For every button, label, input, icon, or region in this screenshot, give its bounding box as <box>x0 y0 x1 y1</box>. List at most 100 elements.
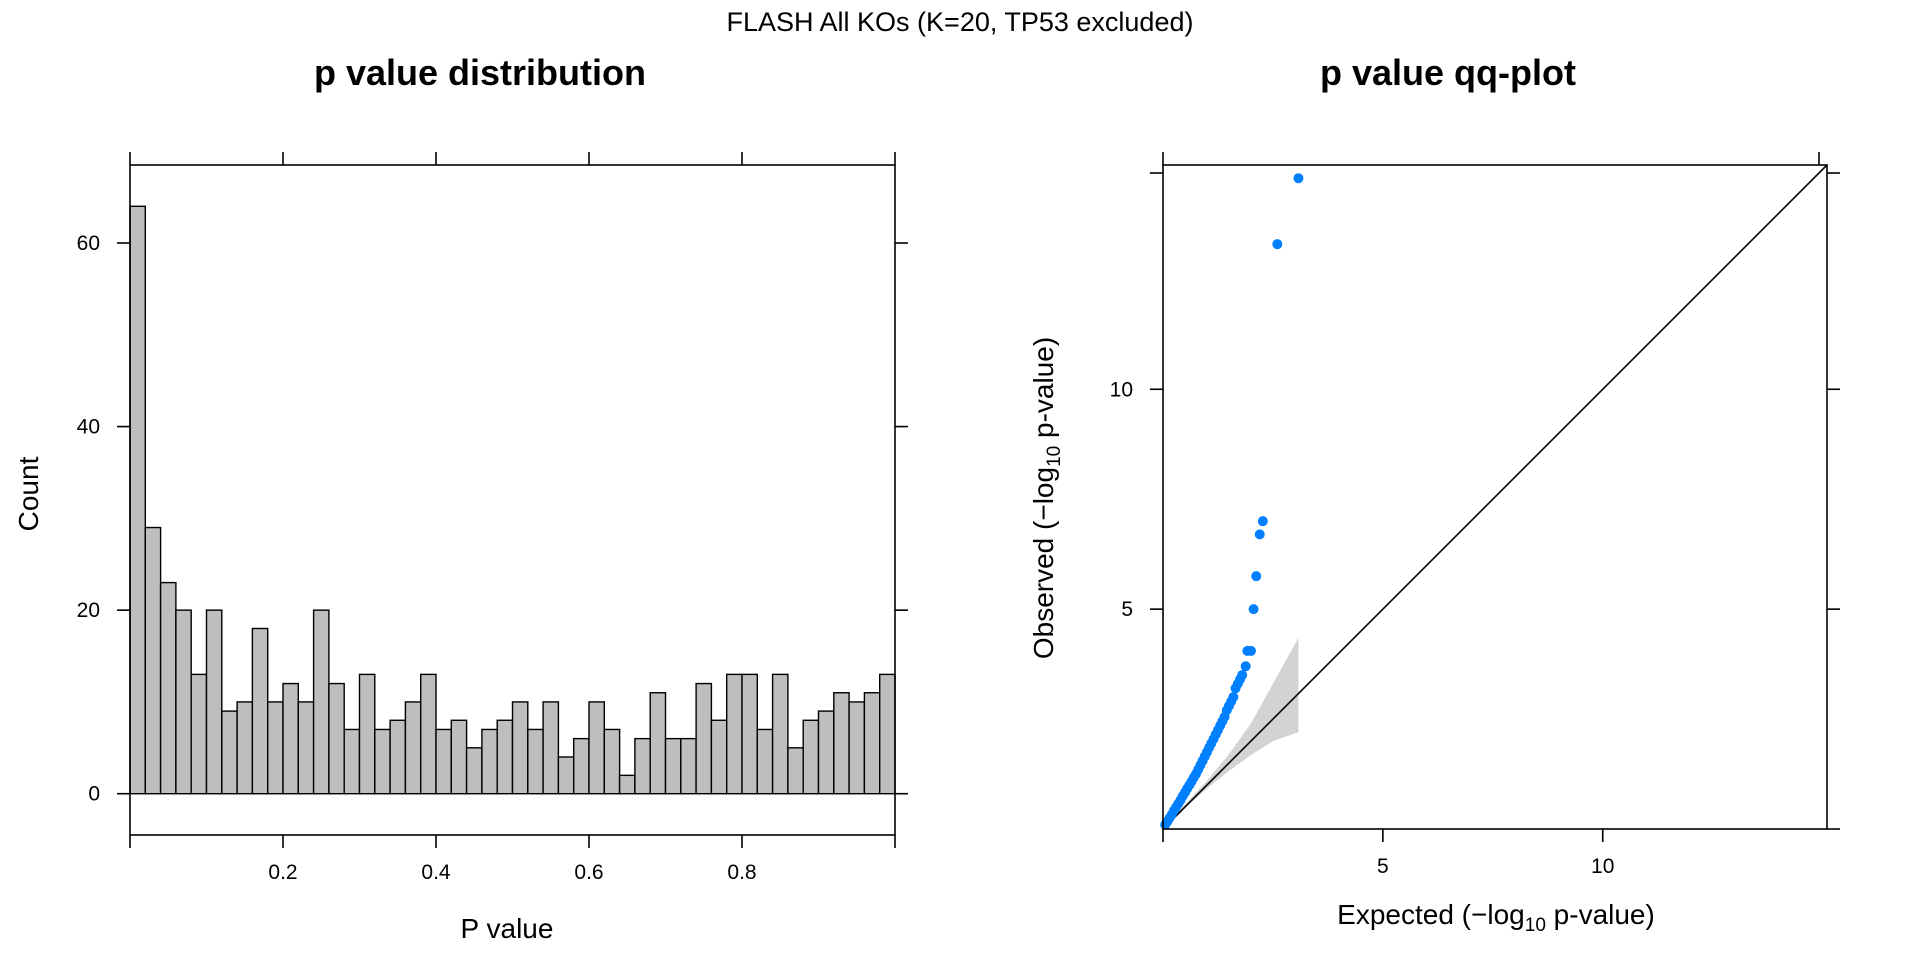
histogram-frame <box>129 164 896 836</box>
histogram-bar <box>741 673 759 795</box>
histogram-bar <box>328 682 345 795</box>
histogram-ticks: 0.2 0.4 0.6 0.8 0 20 40 60 <box>77 152 908 884</box>
histogram-bar <box>450 719 468 795</box>
histogram-bar <box>664 737 682 795</box>
histogram-bar <box>817 710 835 795</box>
histogram-bar <box>267 701 284 795</box>
histogram-bar <box>726 673 743 795</box>
histogram-bar <box>404 701 422 795</box>
histogram-bar <box>465 747 483 795</box>
histogram-bar <box>343 728 361 795</box>
qq-point <box>1272 239 1283 250</box>
histogram-bar <box>389 719 407 795</box>
histogram-bar <box>802 719 820 795</box>
histogram-bar <box>297 701 315 795</box>
qq-reference-line <box>1162 164 1828 830</box>
qq-y-label-log: log <box>1028 467 1059 504</box>
qq-x-label-prefix: Expected ( <box>1337 899 1472 930</box>
histogram-bar <box>573 737 590 795</box>
qq-point <box>1251 571 1262 582</box>
histogram-bar <box>710 719 728 795</box>
histogram-bar <box>618 774 636 795</box>
histogram-bar <box>833 692 850 795</box>
qq-x-tick-label: 10 <box>1591 855 1614 878</box>
qq-point <box>1237 670 1248 681</box>
qq-point <box>1245 645 1256 656</box>
qq-y-label-base: 10 <box>1044 446 1065 467</box>
histogram-y-tick-label: 20 <box>77 599 100 622</box>
histogram-bar <box>863 692 881 795</box>
histogram-bar <box>771 673 789 795</box>
histogram-bar <box>588 701 606 795</box>
qq-x-tick-label: 5 <box>1377 855 1389 878</box>
histogram-bar <box>312 609 330 795</box>
histogram-bar <box>221 710 238 795</box>
histogram-bar <box>695 682 713 795</box>
histogram-bar <box>144 526 162 795</box>
histogram-bars <box>129 205 896 795</box>
histogram-bar <box>481 728 498 795</box>
qq-points <box>1160 173 1304 830</box>
histogram-panel: p value distribution 0.2 0.4 0.6 0.8 0 20 40 60… <box>13 52 908 944</box>
qq-point <box>1293 173 1304 184</box>
histogram-x-tick-label: 0.2 <box>268 861 297 884</box>
histogram-y-tick-label: 40 <box>77 416 100 439</box>
histogram-bar <box>848 701 866 795</box>
histogram-x-label: P value <box>461 913 554 944</box>
histogram-bar <box>251 627 269 795</box>
histogram-bar <box>634 737 651 795</box>
histogram-bar <box>649 692 667 795</box>
figure-title: FLASH All KOs (K=20, TP53 excluded) <box>727 7 1194 37</box>
qq-point <box>1228 692 1239 703</box>
histogram-bar <box>879 673 896 795</box>
qq-plot-frame <box>1162 164 1828 830</box>
histogram-y-label: Count <box>13 456 44 531</box>
histogram-x-tick-label: 0.4 <box>421 861 451 884</box>
qq-y-label-minus: − <box>1028 504 1059 520</box>
qq-y-tick-label: 5 <box>1121 598 1133 621</box>
qq-point <box>1248 604 1259 615</box>
histogram-bar <box>129 205 147 795</box>
histogram-bar <box>527 728 544 795</box>
qq-plot-title: p value qq-plot <box>1320 52 1576 93</box>
histogram-bar <box>236 701 254 795</box>
histogram-x-tick-label: 0.8 <box>727 861 756 884</box>
histogram-bar <box>603 728 621 795</box>
histogram-title: p value distribution <box>314 52 646 93</box>
qq-confidence-band <box>1163 637 1299 829</box>
qq-x-label-log: log <box>1487 899 1524 930</box>
qq-x-label-suffix: p-value) <box>1546 899 1655 930</box>
histogram-bar <box>511 701 529 795</box>
qq-plot-ticks: 5 10 5 10 <box>1110 152 1840 878</box>
qq-point <box>1257 516 1268 527</box>
histogram-bar <box>420 673 437 795</box>
histogram-x-tick-label: 0.6 <box>574 861 603 884</box>
histogram-bar <box>496 719 514 795</box>
histogram-bar <box>159 581 177 795</box>
qq-y-label-suffix: p-value) <box>1028 337 1059 446</box>
qq-point <box>1254 529 1265 540</box>
qq-y-label: Observed (−log10 p-value) <box>1028 337 1065 659</box>
histogram-bar <box>358 673 376 795</box>
histogram-bar <box>175 609 192 795</box>
qq-y-label-prefix: Observed ( <box>1028 520 1059 659</box>
histogram-bar <box>680 737 697 795</box>
histogram-bar <box>557 756 575 795</box>
histogram-bar <box>282 682 300 795</box>
histogram-bar <box>205 609 223 795</box>
histogram-bar <box>435 728 453 795</box>
histogram-bar <box>190 673 208 795</box>
histogram-bar <box>787 747 804 795</box>
histogram-y-tick-label: 60 <box>77 232 100 255</box>
qq-x-label-minus: − <box>1471 899 1487 930</box>
qq-x-label: Expected (−log10 p-value) <box>1337 899 1655 936</box>
histogram-bar <box>756 728 774 795</box>
histogram-y-tick-label: 0 <box>88 783 100 806</box>
qq-plot-panel: p value qq-plot 5 10 5 10 Expected (−log10 … <box>1028 52 1840 936</box>
qq-x-label-base: 10 <box>1525 915 1546 936</box>
histogram-bar <box>542 701 560 795</box>
histogram-bar <box>374 728 391 795</box>
qq-point <box>1240 661 1251 672</box>
